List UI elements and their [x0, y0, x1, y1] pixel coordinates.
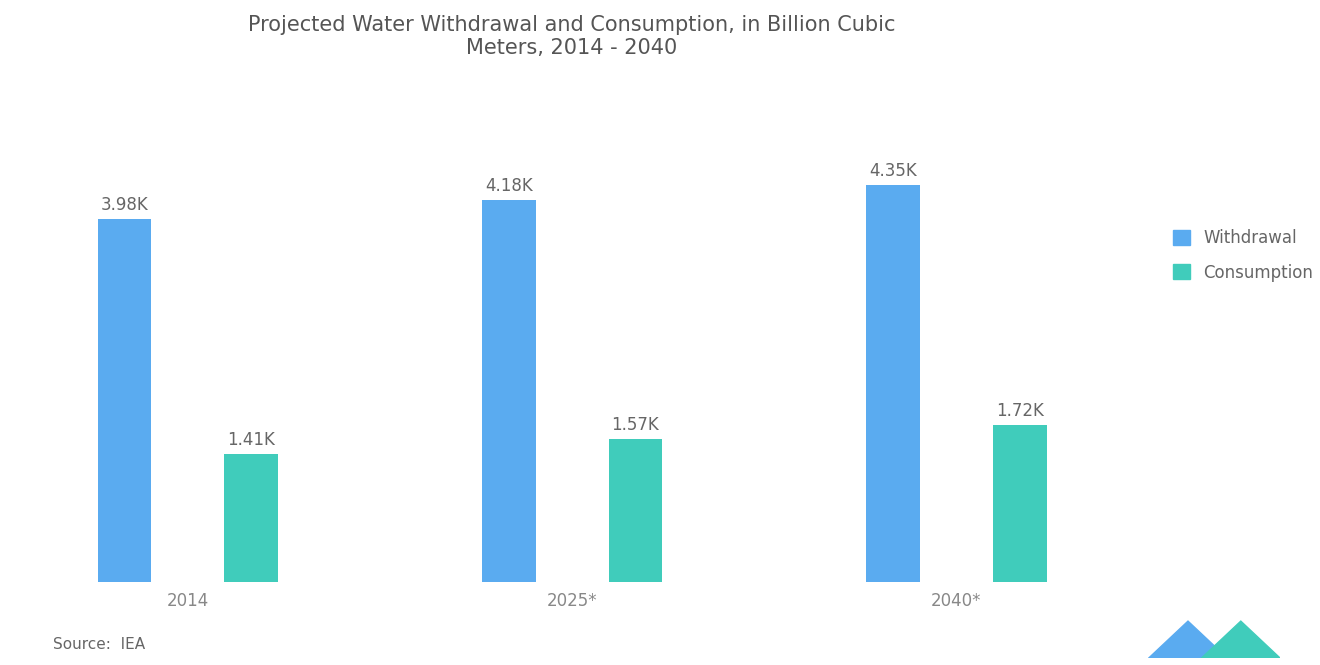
Bar: [866, 185, 920, 583]
Bar: [993, 425, 1047, 583]
Text: 4.18K: 4.18K: [484, 178, 532, 196]
Bar: [224, 454, 279, 583]
Text: 1.41K: 1.41K: [227, 430, 276, 448]
Polygon shape: [1148, 621, 1228, 658]
Bar: [98, 219, 152, 583]
Bar: [609, 439, 663, 583]
Text: Source:  IEA: Source: IEA: [53, 636, 145, 652]
Bar: [482, 200, 536, 583]
Text: 3.98K: 3.98K: [100, 196, 148, 213]
Text: 4.35K: 4.35K: [869, 162, 917, 180]
Legend: Withdrawal, Consumption: Withdrawal, Consumption: [1164, 221, 1320, 290]
Text: 1.57K: 1.57K: [611, 416, 660, 434]
Text: 1.72K: 1.72K: [995, 402, 1044, 420]
Polygon shape: [1201, 621, 1280, 658]
Title: Projected Water Withdrawal and Consumption, in Billion Cubic
Meters, 2014 - 2040: Projected Water Withdrawal and Consumpti…: [248, 15, 896, 59]
